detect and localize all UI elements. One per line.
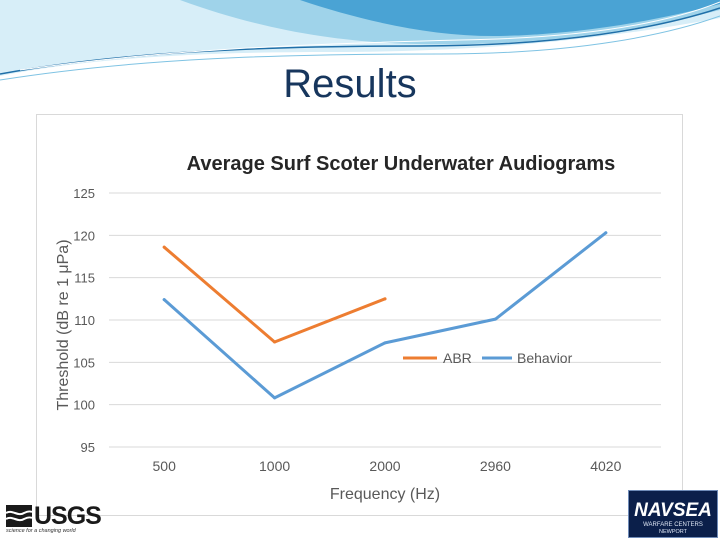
decorative-wave-banner <box>0 0 720 81</box>
x-axis-label: Frequency (Hz) <box>330 486 440 503</box>
y-axis-label: Threshold (dB re 1 μPa) <box>55 239 72 410</box>
y-tick-label: 110 <box>74 313 95 328</box>
wave-line-3 <box>19 1 720 71</box>
series-line-behavior <box>162 231 608 400</box>
x-tick-label: 2000 <box>369 458 400 474</box>
data-point-abr <box>383 297 387 301</box>
usgs-logo: USGS science for a changing world <box>6 502 102 538</box>
data-point-behavior <box>273 396 277 400</box>
slide-title: Results <box>283 62 417 106</box>
x-tick-label: 500 <box>153 458 177 474</box>
y-tick-label: 120 <box>73 228 95 243</box>
usgs-wordmark: USGS <box>34 502 102 530</box>
data-point-behavior <box>383 341 387 345</box>
y-tick-label: 100 <box>73 398 95 413</box>
audiogram-chart: Average Surf Scoter Underwater Audiogram… <box>55 153 661 503</box>
data-point-abr <box>162 245 166 249</box>
y-tick-label: 115 <box>74 271 95 286</box>
usgs-wave-mark-icon <box>6 505 32 527</box>
data-series <box>162 231 608 400</box>
chart-frame: Average Surf Scoter Underwater Audiogram… <box>36 114 683 516</box>
y-tick-label: 125 <box>73 186 95 201</box>
x-tick-label: 4020 <box>590 458 621 474</box>
wave-line-2 <box>0 15 720 81</box>
navsea-subtitle: WARFARE CENTERS <box>643 522 703 528</box>
navsea-logo: NAVSEA WARFARE CENTERS NEWPORT <box>628 490 718 538</box>
legend-label-behavior: Behavior <box>517 350 573 366</box>
x-tick-labels: 500 1000 2000 2960 4020 <box>153 458 622 474</box>
data-point-behavior <box>162 298 166 302</box>
legend-label-abr: ABR <box>443 350 472 366</box>
y-tick-label: 95 <box>81 440 95 455</box>
data-point-behavior <box>493 317 497 321</box>
x-tick-label: 2960 <box>480 458 511 474</box>
data-point-abr <box>273 340 277 344</box>
navsea-location: NEWPORT <box>658 529 687 535</box>
gridlines <box>109 192 661 448</box>
wave-band-dark <box>300 0 720 37</box>
navsea-wordmark: NAVSEA <box>634 500 712 521</box>
x-tick-label: 1000 <box>259 458 290 474</box>
usgs-tagline: science for a changing world <box>6 528 76 534</box>
y-tick-labels: 95 100 105 110 115 120 125 <box>73 186 95 455</box>
data-point-behavior <box>604 231 608 235</box>
y-tick-label: 105 <box>73 355 95 370</box>
legend: ABR Behavior <box>403 350 573 366</box>
chart-title: Average Surf Scoter Underwater Audiogram… <box>187 153 616 175</box>
